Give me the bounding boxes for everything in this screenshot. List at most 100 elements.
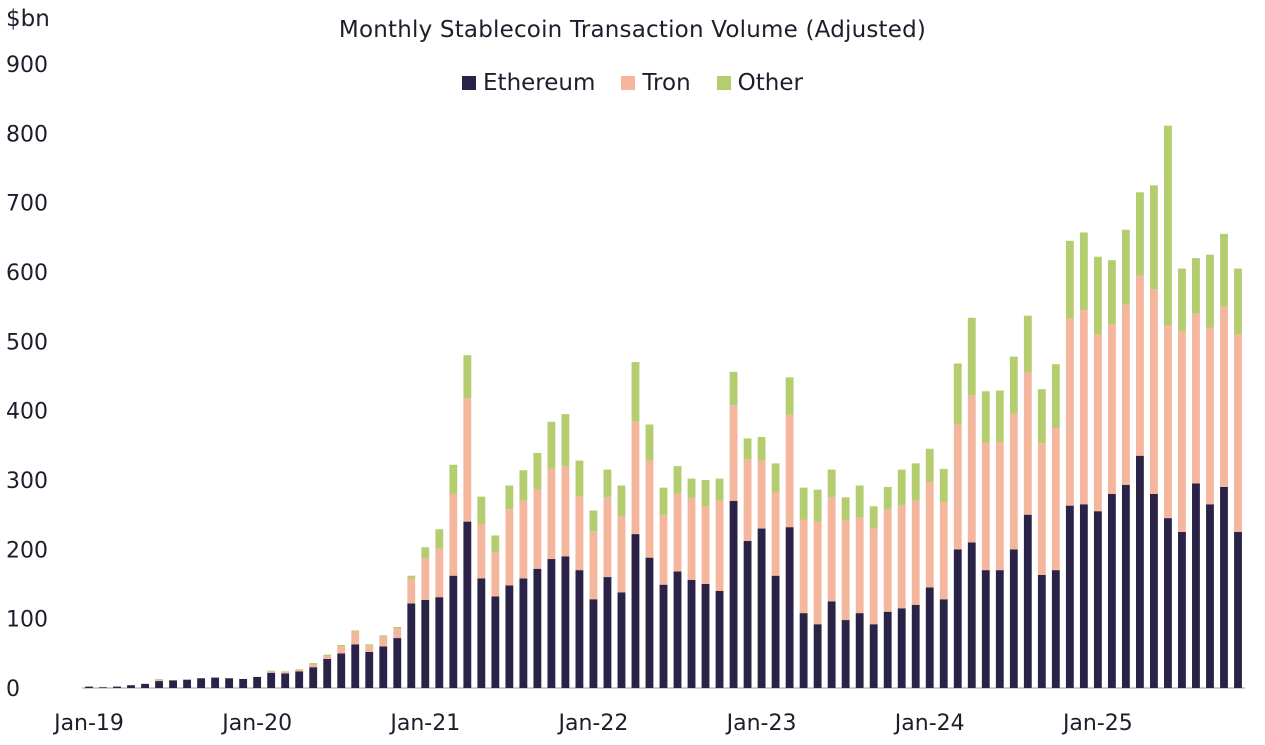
x-tick-label: Jan-24 xyxy=(893,711,965,736)
bar-ethereum-2020-08 xyxy=(351,644,360,688)
bar-tron-2021-03 xyxy=(449,493,458,576)
y-tick-label: 100 xyxy=(6,608,48,633)
bar-ethereum-2021-07 xyxy=(505,585,514,688)
bar-ethereum-2024-09 xyxy=(1037,574,1046,688)
bar-ethereum-2023-12 xyxy=(911,604,920,688)
bar-other-2024-12 xyxy=(1079,232,1088,311)
bar-other-2022-02 xyxy=(603,469,612,498)
bar-other-2024-08 xyxy=(1023,315,1032,373)
bar-other-2023-06 xyxy=(827,469,836,498)
bar-tron-2023-12 xyxy=(911,500,920,605)
bar-other-2024-02 xyxy=(939,468,948,503)
bar-tron-2024-08 xyxy=(1023,372,1032,515)
bar-tron-2023-01 xyxy=(757,460,766,529)
bar-tron-2025-07 xyxy=(1178,330,1186,532)
bar-ethereum-2021-02 xyxy=(435,597,444,688)
bar-ethereum-2024-10 xyxy=(1051,570,1060,688)
bar-ethereum-2024-07 xyxy=(1009,549,1018,688)
bar-tron-2023-06 xyxy=(827,497,836,602)
bar-ethereum-2021-09 xyxy=(533,568,542,688)
bar-tron-2022-10 xyxy=(715,500,724,591)
bar-ethereum-2019-08 xyxy=(183,679,192,688)
bar-ethereum-2021-10 xyxy=(547,559,556,688)
bar-other-2022-12 xyxy=(743,438,752,460)
bar-other-2021-09 xyxy=(533,452,542,490)
bar-ethereum-2019-09 xyxy=(197,678,206,688)
bar-tron-2023-10 xyxy=(883,509,892,612)
bar-other-2021-01 xyxy=(421,547,430,559)
bar-ethereum-2020-12 xyxy=(407,603,416,688)
bar-other-2023-03 xyxy=(785,377,794,415)
bar-other-2021-11 xyxy=(561,414,570,467)
bar-tron-2023-05 xyxy=(813,521,822,625)
bar-tron-2023-09 xyxy=(869,528,878,625)
y-tick-label: 200 xyxy=(6,538,48,563)
bar-ethereum-2020-01 xyxy=(253,676,262,688)
bar-other-2020-11 xyxy=(393,626,402,629)
bar-ethereum-2019-02 xyxy=(99,687,107,688)
x-tick-label: Jan-20 xyxy=(220,711,292,736)
bar-other-2021-12 xyxy=(575,460,584,497)
bar-ethereum-2025-01 xyxy=(1093,511,1102,688)
bar-ethereum-2022-10 xyxy=(715,590,724,688)
legend-item-other: Other xyxy=(716,70,803,96)
bar-tron-2023-11 xyxy=(897,505,906,609)
bar-ethereum-2025-07 xyxy=(1178,532,1186,688)
bar-other-2023-08 xyxy=(855,485,864,518)
bar-other-2021-02 xyxy=(435,529,444,549)
bar-other-2022-10 xyxy=(715,478,724,501)
y-tick-label: 400 xyxy=(6,400,48,425)
bar-other-2022-11 xyxy=(729,371,738,406)
bar-tron-2025-01 xyxy=(1093,334,1102,512)
bar-ethereum-2025-08 xyxy=(1192,483,1200,688)
legend-label-tron: Tron xyxy=(642,70,691,96)
bar-tron-2024-05 xyxy=(981,442,990,571)
bar-other-2024-11 xyxy=(1065,240,1074,319)
bar-ethereum-2019-05 xyxy=(141,683,149,688)
legend-label-other: Other xyxy=(737,70,803,96)
bar-tron-2021-11 xyxy=(561,466,570,557)
bar-ethereum-2024-03 xyxy=(953,549,962,688)
bar-ethereum-2022-11 xyxy=(729,500,738,688)
bar-tron-2024-02 xyxy=(939,502,948,600)
bar-tron-2022-08 xyxy=(687,498,696,580)
bar-tron-2024-12 xyxy=(1079,310,1088,505)
bar-tron-2025-10 xyxy=(1220,306,1228,487)
bar-ethereum-2021-05 xyxy=(477,578,486,688)
bar-other-2025-08 xyxy=(1192,258,1200,314)
bar-ethereum-2021-04 xyxy=(463,521,472,688)
bar-tron-2024-09 xyxy=(1037,443,1046,575)
bar-other-2025-09 xyxy=(1206,254,1214,328)
x-tick-label: Jan-23 xyxy=(725,711,797,736)
bar-ethereum-2021-06 xyxy=(491,596,500,688)
bar-ethereum-2020-02 xyxy=(267,672,276,688)
bar-ethereum-2024-02 xyxy=(939,599,948,688)
bar-ethereum-2020-05 xyxy=(309,667,318,688)
bar-ethereum-2025-10 xyxy=(1220,486,1228,688)
bar-ethereum-2025-02 xyxy=(1107,493,1116,688)
bar-tron-2025-08 xyxy=(1192,313,1200,484)
x-tick-label: Jan-22 xyxy=(557,711,629,736)
bar-other-2022-07 xyxy=(673,466,682,494)
bar-ethereum-2021-11 xyxy=(561,556,570,688)
bar-tron-2024-01 xyxy=(925,482,934,588)
bar-ethereum-2021-08 xyxy=(519,578,528,688)
bar-other-2025-02 xyxy=(1107,260,1116,324)
bar-tron-2020-12 xyxy=(407,578,416,604)
bar-ethereum-2023-06 xyxy=(827,601,836,688)
bar-ethereum-2019-04 xyxy=(127,685,135,688)
bar-ethereum-2022-07 xyxy=(673,571,682,688)
legend-swatch-other xyxy=(716,76,731,90)
bar-tron-2023-02 xyxy=(771,492,780,576)
bar-other-2021-07 xyxy=(505,485,514,510)
bar-tron-2024-11 xyxy=(1065,318,1074,506)
bar-ethereum-2024-12 xyxy=(1079,504,1088,688)
bar-ethereum-2019-07 xyxy=(169,680,177,688)
bar-tron-2021-08 xyxy=(519,500,528,579)
bar-other-2023-12 xyxy=(911,463,920,501)
bar-tron-2024-06 xyxy=(995,441,1004,571)
bar-tron-2021-09 xyxy=(533,489,542,569)
legend-swatch-tron xyxy=(621,76,636,90)
